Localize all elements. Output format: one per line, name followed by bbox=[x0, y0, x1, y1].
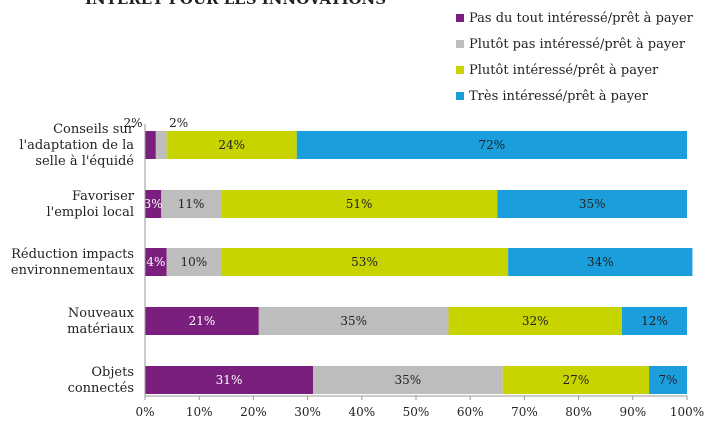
bar-segment bbox=[145, 131, 156, 159]
data-label: 7% bbox=[659, 373, 678, 387]
x-tick-label: 60% bbox=[457, 405, 484, 419]
data-label: 10% bbox=[180, 255, 207, 269]
x-tick-label: 0% bbox=[135, 405, 154, 419]
bar-segment bbox=[313, 366, 503, 394]
data-label: 72% bbox=[479, 138, 506, 152]
data-label: 34% bbox=[587, 255, 614, 269]
category-label: Objets connectés bbox=[68, 365, 134, 396]
data-label: 12% bbox=[641, 314, 668, 328]
data-label: 11% bbox=[178, 197, 205, 211]
bar-segment bbox=[220, 248, 509, 276]
data-label: 31% bbox=[216, 373, 243, 387]
legend-swatch bbox=[456, 92, 464, 100]
legend-label: Plutôt pas intéressé/prêt à payer bbox=[469, 37, 686, 52]
category-label: Réduction impacts environnementaux bbox=[11, 247, 135, 278]
x-tick-label: 10% bbox=[186, 405, 213, 419]
x-tick-label: 30% bbox=[294, 405, 321, 419]
bar-segment bbox=[145, 366, 314, 394]
bar-segment bbox=[296, 131, 687, 159]
legend: Pas du tout intéressé/prêt à payer Plutôt… bbox=[456, 11, 694, 104]
x-axis: 0% 10% 20% 30% 40% 50% 60% 70% 80% 90% 100% bbox=[135, 124, 704, 419]
x-tick-label: 40% bbox=[348, 405, 375, 419]
bar-segment bbox=[258, 307, 449, 335]
x-tick-label: 100% bbox=[670, 405, 704, 419]
category-label: Nouveaux matériaux bbox=[67, 306, 134, 337]
data-label: 35% bbox=[579, 197, 606, 211]
bar-segment bbox=[145, 307, 259, 335]
x-tick-label: 90% bbox=[619, 405, 646, 419]
bar-segment bbox=[621, 307, 687, 335]
bar-segment bbox=[161, 190, 221, 218]
data-label: 3% bbox=[144, 197, 163, 211]
chart-title: INTÉRÊT POUR LES INNOVATIONS bbox=[85, 0, 386, 8]
legend-swatch bbox=[456, 66, 464, 74]
category-labels: Conseils sur l'adaptation de la selle à l'… bbox=[11, 122, 135, 396]
bar-segment bbox=[497, 190, 687, 218]
data-label: 35% bbox=[395, 373, 422, 387]
bar-segment bbox=[166, 248, 221, 276]
bar-segment bbox=[145, 190, 162, 218]
data-label: 32% bbox=[522, 314, 549, 328]
bar-segment bbox=[220, 190, 498, 218]
bar-segment bbox=[502, 366, 650, 394]
data-label: 2% bbox=[169, 116, 188, 130]
legend-label: Plutôt intéressé/prêt à payer bbox=[469, 63, 659, 78]
data-label: 35% bbox=[340, 314, 367, 328]
legend-swatch bbox=[456, 40, 464, 48]
category-label: Conseils sur l'adaptation de la selle à l'… bbox=[19, 122, 134, 169]
x-tick-label: 20% bbox=[240, 405, 267, 419]
bar-segment bbox=[166, 131, 297, 159]
bar-segment bbox=[145, 248, 167, 276]
bar-segment bbox=[448, 307, 622, 335]
data-label: 2% bbox=[123, 116, 142, 130]
data-label: 51% bbox=[346, 197, 373, 211]
x-tick-label: 70% bbox=[511, 405, 538, 419]
data-label: 53% bbox=[351, 255, 378, 269]
bar-segment bbox=[155, 131, 167, 159]
data-label: 24% bbox=[218, 138, 245, 152]
bar-segment bbox=[508, 248, 693, 276]
category-label: Favoriser l'emploi local bbox=[46, 189, 134, 220]
x-tick-label: 80% bbox=[565, 405, 592, 419]
bars: 2% 2% 24% 72% 3% 11% 51% 35% 4% 10% 53% 34% 21% 35% 32… bbox=[123, 116, 693, 394]
x-tick-label: 50% bbox=[403, 405, 430, 419]
legend-label: Pas du tout intéressé/prêt à payer bbox=[469, 11, 694, 26]
legend-swatch bbox=[456, 14, 464, 22]
data-label: 27% bbox=[563, 373, 590, 387]
legend-label: Très intéressé/prêt à payer bbox=[469, 89, 649, 104]
bar-segment bbox=[649, 366, 687, 394]
data-label: 4% bbox=[146, 255, 165, 269]
data-label: 21% bbox=[189, 314, 216, 328]
